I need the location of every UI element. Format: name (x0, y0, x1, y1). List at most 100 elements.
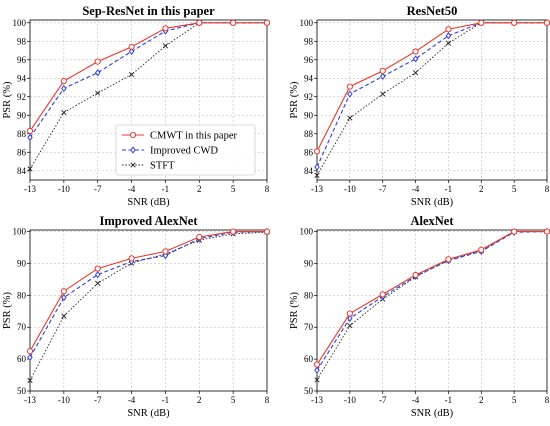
x-axis-label: SNR (dB) (127, 197, 170, 208)
data-point (26, 127, 34, 135)
data-point (26, 348, 34, 355)
x-tick-label: -13 (311, 184, 323, 194)
x-tick-label: 5 (231, 395, 236, 405)
data-point (511, 228, 518, 235)
chart-title: ResNet50 (407, 4, 458, 18)
data-point (60, 288, 67, 295)
data-point (60, 77, 67, 85)
data-point (543, 19, 550, 26)
data-point (313, 148, 321, 155)
data-point (94, 58, 101, 65)
data-point (95, 280, 101, 286)
x-tick-label: -7 (379, 184, 387, 194)
series-line (316, 231, 548, 371)
plot-frame (29, 229, 268, 392)
chart-panel-3: -13 -10 -7 -4 -1 2 5 8 50 60 70 80 90 100 Improved Ale… (2, 214, 271, 419)
data-point (412, 48, 419, 55)
data-point (94, 69, 101, 77)
data-point (162, 43, 169, 49)
series-line (316, 231, 547, 381)
y-tick-label: 100 (13, 18, 27, 28)
x-tick-label: -4 (412, 184, 420, 194)
series-line (29, 22, 267, 170)
data-point (511, 19, 518, 26)
data-point (412, 55, 419, 63)
data-point (379, 72, 386, 81)
x-tick-label: -1 (162, 184, 170, 194)
x-tick-label: -1 (445, 184, 453, 194)
data-point (162, 25, 169, 32)
data-point (61, 313, 67, 319)
data-point (61, 293, 67, 302)
data-point (379, 67, 386, 74)
y-tick-label: 80 (304, 290, 314, 300)
y-tick-label: 100 (13, 227, 27, 237)
y-tick-label: 50 (304, 386, 314, 396)
x-tick-label: 8 (545, 395, 550, 405)
chart-title: Improved AlexNet (99, 214, 198, 228)
chart-title: AlexNet (410, 214, 454, 228)
y-tick-label: 98 (304, 36, 314, 46)
data-point (61, 84, 67, 93)
data-point (95, 90, 101, 96)
legend-marker (129, 131, 137, 139)
legend-box (115, 124, 256, 176)
data-point (230, 19, 237, 26)
y-tick-label: 88 (304, 129, 314, 139)
data-point (61, 109, 67, 116)
x-tick-label: 8 (265, 184, 270, 194)
series-line (316, 22, 547, 168)
data-point (412, 271, 419, 279)
series-line (29, 231, 268, 358)
y-axis-label: PSR (%) (289, 291, 300, 329)
data-point (347, 323, 353, 329)
data-point (27, 353, 33, 362)
data-point (128, 43, 135, 50)
data-point (263, 19, 271, 26)
x-tick-label: 2 (197, 395, 202, 405)
legend-label: CMWT in this paper (150, 131, 238, 142)
legend-label: STFT (150, 161, 175, 172)
legend-marker (130, 162, 136, 168)
y-tick-label: 92 (17, 92, 26, 102)
plot-frame (316, 229, 548, 392)
x-tick-label: -4 (128, 395, 136, 405)
series-line (316, 231, 547, 365)
data-point (445, 256, 452, 263)
x-tick-label: 2 (479, 395, 484, 405)
y-tick-label: 70 (304, 322, 314, 332)
plot-frame (29, 19, 268, 181)
series-line (29, 231, 268, 381)
data-point (94, 271, 101, 279)
data-point (27, 166, 33, 172)
y-tick-label: 60 (304, 354, 314, 364)
legend: CMWT in this paper Improved CWD STFT (115, 124, 256, 176)
data-point (379, 291, 386, 298)
data-point (347, 314, 353, 322)
x-tick-label: 5 (231, 184, 236, 194)
x-axis-label: SNR (dB) (127, 408, 170, 419)
data-point (543, 228, 550, 235)
plot-frame (316, 19, 548, 181)
data-point (347, 90, 353, 98)
legend-label: Improved CWD (150, 146, 218, 157)
y-tick-label: 70 (17, 322, 27, 332)
data-point (347, 115, 353, 121)
y-tick-label: 86 (304, 147, 314, 157)
series-cmwt (26, 19, 271, 135)
data-point (94, 265, 101, 272)
data-point (346, 310, 353, 317)
x-tick-label: 8 (265, 395, 270, 405)
y-tick-label: 100 (300, 18, 314, 28)
x-tick-label: -4 (128, 184, 136, 194)
data-point (346, 83, 353, 90)
y-tick-label: 80 (17, 290, 27, 300)
x-tick-label: -7 (94, 184, 102, 194)
y-tick-label: 88 (17, 129, 27, 139)
x-axis-label: SNR (dB) (411, 197, 454, 208)
data-point (478, 246, 485, 253)
data-point (445, 40, 452, 46)
x-tick-label: 5 (512, 395, 517, 405)
series-line (316, 22, 547, 176)
